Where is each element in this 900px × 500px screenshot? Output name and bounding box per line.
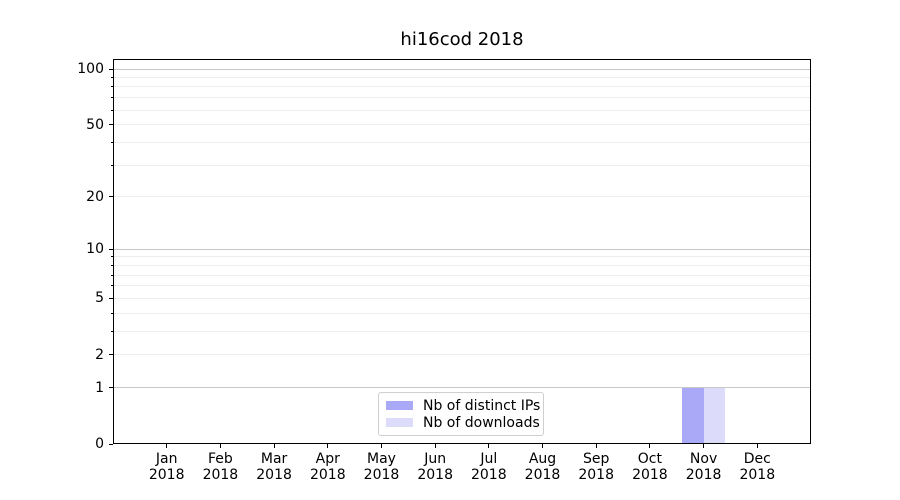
grid-line-y-5 [114, 297, 810, 299]
legend-item-distinct-ips: Nb of distinct IPs [386, 397, 540, 414]
grid-line-y-minor-80 [114, 86, 810, 88]
x-tick-label: May 2018 [363, 451, 400, 483]
grid-line-y-minor-60 [114, 109, 810, 111]
x-tick-label: Nov 2018 [685, 451, 722, 483]
x-tick [219, 444, 221, 448]
y-tick [109, 68, 113, 70]
y-tick [109, 124, 113, 125]
x-tick-label: Jun 2018 [417, 451, 453, 483]
legend-item-downloads: Nb of downloads [386, 414, 540, 431]
y-tick-label: 20 [86, 188, 104, 205]
y-tick [109, 443, 113, 445]
y-minor-tick [111, 77, 113, 78]
y-minor-tick [111, 256, 113, 258]
grid-line-y-minor-9 [114, 256, 810, 258]
y-tick-label: 2 [95, 346, 104, 363]
x-tick [434, 444, 436, 448]
grid-line-y-minor-3 [114, 330, 810, 332]
legend-label-distinct-ips: Nb of distinct IPs [423, 397, 541, 414]
grid-line-y-100 [114, 68, 810, 70]
y-tick-label: 50 [86, 116, 104, 133]
legend-swatch-downloads [386, 418, 413, 427]
y-minor-tick [111, 274, 113, 276]
x-tick-label: Sep 2018 [578, 451, 614, 483]
grid-line-y-20 [114, 196, 810, 198]
y-minor-tick [111, 141, 113, 143]
y-tick [109, 297, 113, 299]
y-minor-tick [111, 330, 113, 332]
grid-line-y-minor-70 [114, 97, 810, 99]
x-tick-label: Jan 2018 [148, 451, 185, 483]
y-minor-tick [111, 109, 113, 111]
x-tick-label: Oct 2018 [632, 451, 668, 483]
y-tick-label: 1 [95, 379, 104, 396]
grid-line-y-minor-90 [114, 77, 810, 78]
grid-line-y-10 [114, 248, 810, 250]
grid-line-y-minor-8 [114, 265, 810, 266]
x-tick [488, 444, 490, 448]
x-tick [649, 444, 651, 448]
y-tick [109, 248, 113, 250]
grid-line-y-minor-7 [114, 274, 810, 276]
y-tick [109, 387, 113, 389]
y-minor-tick [111, 86, 113, 88]
x-tick [595, 444, 597, 448]
x-tick [542, 444, 543, 448]
bar-downloads-nov [703, 387, 726, 444]
y-minor-tick [111, 97, 113, 99]
legend: Nb of distinct IPs Nb of downloads [378, 392, 544, 436]
x-tick-label: Feb 2018 [202, 451, 239, 483]
x-tick-label: Jul 2018 [470, 451, 507, 483]
x-tick [381, 444, 382, 448]
x-tick [273, 444, 275, 448]
grid-line-y-minor-4 [114, 312, 810, 314]
grid-line-y-2 [114, 354, 810, 356]
bar-distinct-ips-nov [682, 387, 704, 444]
x-tick [327, 444, 329, 448]
y-minor-tick [111, 312, 113, 314]
x-tick-label: Apr 2018 [309, 451, 346, 483]
y-minor-tick [111, 285, 113, 287]
x-tick-label: Aug 2018 [524, 451, 561, 483]
y-tick-label: 5 [95, 290, 104, 307]
legend-label-downloads: Nb of downloads [423, 414, 540, 431]
chart-title: hi16cod 2018 [400, 29, 524, 50]
x-tick-label: Mar 2018 [256, 451, 292, 483]
x-tick-label: Dec 2018 [739, 451, 776, 483]
y-tick-label: 10 [86, 241, 104, 258]
grid-line-y-1 [114, 387, 810, 389]
y-minor-tick [111, 164, 113, 166]
grid-line-y-minor-30 [114, 164, 810, 166]
y-tick-label: 0 [95, 436, 104, 452]
legend-swatch-distinct-ips [386, 401, 413, 410]
y-tick [109, 196, 113, 198]
y-minor-tick [111, 265, 113, 266]
y-tick [109, 354, 113, 356]
grid-line-y-50 [114, 124, 810, 125]
grid-line-y-minor-6 [114, 285, 810, 287]
x-tick [756, 444, 758, 448]
x-tick [703, 444, 705, 448]
grid-line-y-minor-40 [114, 141, 810, 143]
y-tick-label: 100 [77, 61, 104, 77]
x-tick [166, 444, 168, 448]
